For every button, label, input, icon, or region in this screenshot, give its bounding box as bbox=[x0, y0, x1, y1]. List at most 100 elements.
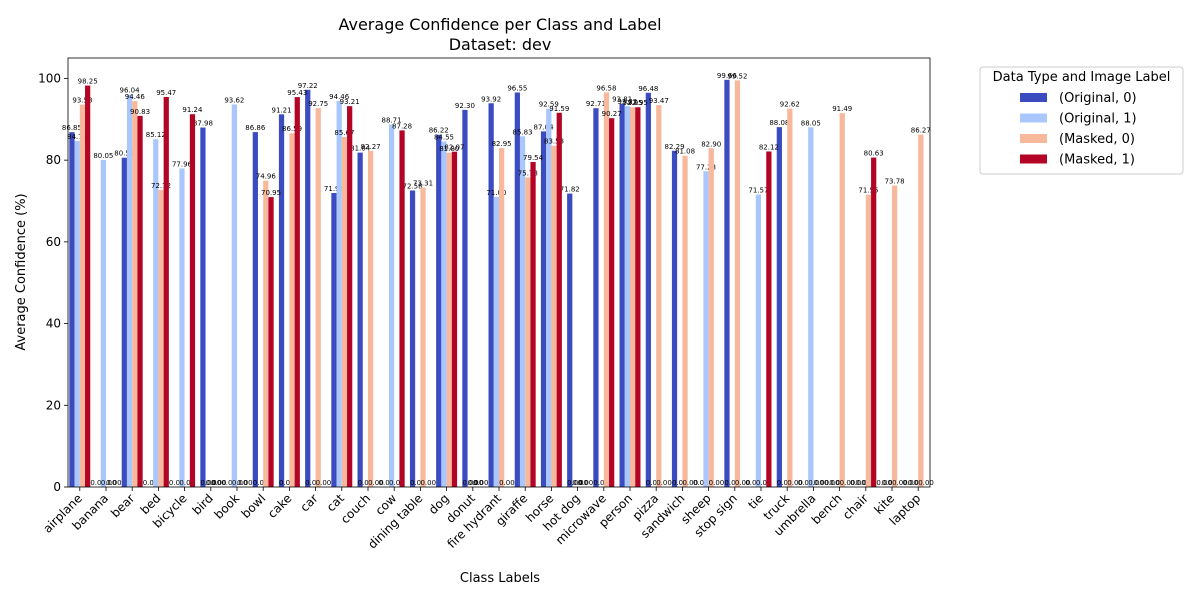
bar-value-label: 82.29 bbox=[665, 143, 685, 151]
bar-value-label: 74.96 bbox=[256, 173, 277, 181]
bar bbox=[755, 194, 762, 487]
bar-value-label: 0.00 bbox=[593, 479, 609, 487]
bar-value-label: 85.83 bbox=[513, 128, 533, 136]
bar bbox=[603, 92, 610, 488]
bar bbox=[703, 171, 709, 487]
x-tick-label: bear bbox=[108, 491, 137, 520]
bar-value-label: 0.00 bbox=[656, 479, 672, 487]
bar-value-label: 0.00 bbox=[672, 479, 688, 487]
y-tick-label: 0 bbox=[53, 480, 61, 494]
bar-value-label: 93.47 bbox=[649, 97, 669, 105]
bar bbox=[441, 141, 447, 488]
chart-title: Average Confidence per Class and Label bbox=[338, 15, 661, 34]
legend: Data Type and Image Label (Original, 0) (O… bbox=[979, 66, 1184, 175]
bar-value-label: 0.00 bbox=[211, 479, 227, 487]
bar bbox=[132, 101, 138, 487]
bar-value-label: 96.48 bbox=[638, 85, 658, 93]
bar bbox=[918, 134, 924, 487]
bar bbox=[525, 177, 531, 487]
bar-value-label: 0.00 bbox=[903, 479, 919, 487]
bar-value-label: 0.00 bbox=[389, 479, 405, 487]
bar bbox=[462, 109, 468, 487]
bar bbox=[336, 101, 342, 487]
bar-value-label: 82.95 bbox=[492, 140, 512, 148]
bar-value-label: 88.71 bbox=[382, 117, 402, 125]
bar bbox=[100, 159, 106, 487]
bar-value-label: 82.27 bbox=[361, 143, 381, 151]
bar bbox=[436, 134, 442, 488]
bar bbox=[593, 108, 599, 488]
bar-value-label: 0.00 bbox=[876, 479, 892, 487]
bar-value-label: 90.83 bbox=[130, 108, 150, 116]
legend-entry: (Masked, 0) bbox=[1059, 132, 1135, 147]
x-tick-label: car bbox=[297, 491, 320, 514]
bar-value-label: 0.00 bbox=[179, 479, 195, 487]
x-tick-label: couch bbox=[338, 491, 373, 526]
bar-value-label: 0.00 bbox=[468, 479, 484, 487]
bar-value-label: 70.95 bbox=[261, 189, 281, 197]
bar bbox=[766, 151, 772, 488]
bar bbox=[268, 197, 274, 487]
bar-value-label: 0.00 bbox=[892, 479, 908, 487]
x-tick-label: chair bbox=[840, 491, 871, 522]
bar bbox=[420, 187, 426, 488]
bar-value-label: 86.86 bbox=[245, 124, 266, 132]
x-tick-label: book bbox=[212, 491, 243, 522]
bar-value-label: 88.08 bbox=[769, 119, 789, 127]
bar-value-label: 92.59 bbox=[539, 101, 559, 109]
bar bbox=[514, 92, 520, 488]
bar bbox=[368, 150, 374, 487]
x-tick-label: bowl bbox=[239, 491, 269, 521]
legend-swatch bbox=[1020, 134, 1047, 143]
bar bbox=[263, 180, 269, 488]
bar-value-label: 86.59 bbox=[282, 125, 302, 133]
bar-value-label: 0.00 bbox=[824, 479, 840, 487]
y-tick-label: 80 bbox=[46, 153, 61, 167]
bar-value-label: 99.66 bbox=[717, 72, 738, 80]
bar-value-label: 0.00 bbox=[756, 479, 772, 487]
bar-value-label: 0.00 bbox=[572, 479, 588, 487]
bar bbox=[121, 157, 127, 488]
bar-value-label: 93.81 bbox=[612, 96, 632, 104]
y-tick-label: 20 bbox=[46, 398, 61, 412]
bar bbox=[446, 152, 452, 488]
bar-value-label: 0.00 bbox=[808, 479, 824, 487]
bar bbox=[158, 189, 164, 487]
bar-value-label: 0.00 bbox=[578, 479, 594, 487]
bar-value-label: 0.00 bbox=[646, 479, 662, 487]
bar-value-label: 77.96 bbox=[172, 160, 193, 168]
x-tick-label: tie bbox=[745, 491, 766, 512]
bar bbox=[567, 193, 573, 487]
legend-swatch bbox=[1020, 154, 1047, 164]
bar-value-label: 0.00 bbox=[798, 479, 814, 487]
bar-value-label: 0.00 bbox=[253, 479, 269, 487]
bar bbox=[609, 118, 615, 488]
bar-value-label: 73.31 bbox=[413, 179, 433, 187]
bar-value-label: 71.57 bbox=[748, 187, 768, 195]
bar bbox=[645, 92, 651, 487]
x-axis-label: Class Labels bbox=[460, 571, 540, 586]
bar-value-label: 0.00 bbox=[850, 479, 866, 487]
bar bbox=[776, 127, 782, 487]
bar bbox=[540, 131, 547, 487]
y-tick-label: 40 bbox=[46, 317, 61, 331]
bar-value-label: 0.00 bbox=[473, 479, 489, 487]
bar-value-label: 0.00 bbox=[237, 479, 253, 487]
bar-value-label: 91.24 bbox=[182, 106, 203, 114]
bar-value-label: 81.08 bbox=[675, 148, 695, 156]
bar-value-label: 0.00 bbox=[143, 479, 159, 487]
bar-value-label: 97.22 bbox=[298, 82, 318, 90]
bar bbox=[546, 108, 552, 487]
bar bbox=[252, 132, 258, 488]
bar-value-label: 80.05 bbox=[93, 152, 113, 160]
bar bbox=[635, 107, 641, 487]
bar-value-label: 0.00 bbox=[305, 479, 321, 487]
x-tick-label: bench bbox=[809, 491, 845, 527]
bar-value-label: 0.00 bbox=[787, 479, 803, 487]
bar-value-label: 0.00 bbox=[882, 479, 898, 487]
legend-entry: (Original, 1) bbox=[1059, 112, 1137, 127]
bar bbox=[69, 132, 75, 487]
bar-value-label: 86.27 bbox=[911, 127, 931, 135]
